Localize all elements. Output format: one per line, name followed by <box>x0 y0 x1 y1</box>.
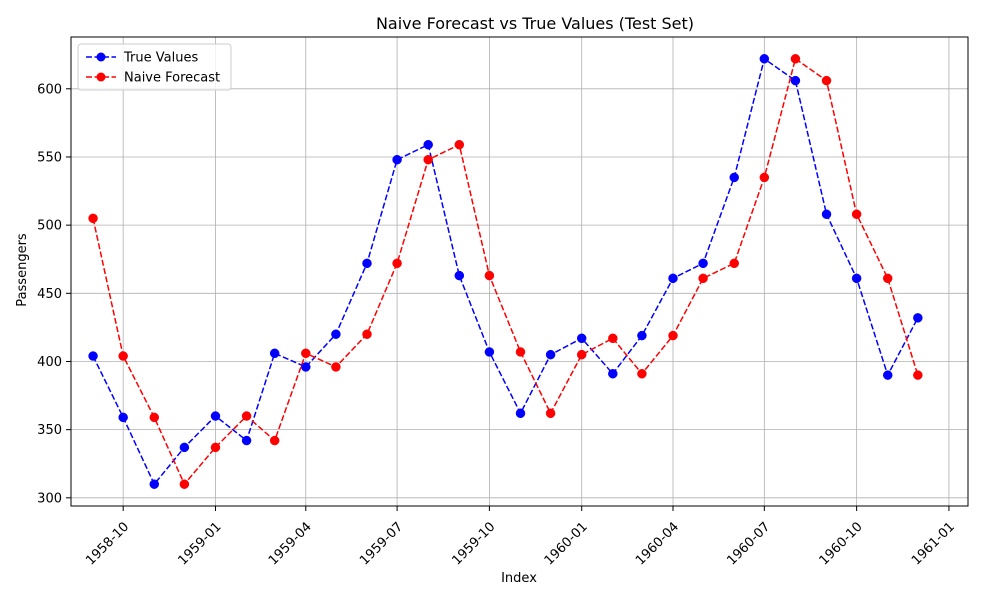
series-0 <box>88 54 923 489</box>
data-point <box>118 412 128 423</box>
data-point <box>913 313 923 323</box>
legend-item: True Values <box>86 51 198 66</box>
data-point <box>882 370 893 380</box>
data-point <box>545 408 556 419</box>
data-point <box>454 270 465 281</box>
data-point <box>88 213 98 224</box>
data-point <box>637 369 647 379</box>
series-layer <box>88 54 923 489</box>
legend: True Values Naive Forecast <box>77 43 232 91</box>
series-line <box>92 57 919 486</box>
legend-label: True Values <box>123 51 198 66</box>
data-point <box>269 348 280 359</box>
data-point <box>149 412 160 423</box>
y-tick-label: 350 <box>37 423 62 438</box>
data-point <box>637 330 647 341</box>
data-point <box>210 411 221 421</box>
data-point <box>608 333 618 344</box>
legend-marker <box>96 52 106 62</box>
data-point <box>301 348 311 359</box>
data-point <box>210 442 221 453</box>
data-point <box>423 139 433 150</box>
plot-frame <box>70 36 969 507</box>
data-point <box>118 351 128 361</box>
data-point <box>362 329 372 339</box>
y-tick-label: 600 <box>37 82 62 97</box>
data-point <box>484 270 495 281</box>
data-point <box>392 154 402 165</box>
grid <box>71 37 968 506</box>
data-point <box>515 347 526 357</box>
data-point <box>668 330 678 341</box>
data-point <box>729 258 739 269</box>
data-point <box>545 349 556 360</box>
data-point <box>668 273 678 284</box>
data-point <box>821 209 832 219</box>
y-tick-label: 550 <box>37 150 62 165</box>
data-point <box>331 329 341 339</box>
legend-label: Naive Forecast <box>124 71 220 86</box>
data-point <box>179 442 190 453</box>
data-point <box>241 435 252 446</box>
data-point <box>851 273 862 284</box>
data-point <box>301 362 311 372</box>
data-point <box>331 362 341 372</box>
data-point <box>392 258 402 269</box>
data-point <box>759 54 770 64</box>
data-point <box>241 411 252 421</box>
data-point <box>269 435 280 446</box>
y-axis-title: Passengers <box>15 233 30 307</box>
y-axis: 300 350 400 450 500 550 600 <box>37 82 71 506</box>
series-1 <box>88 54 923 489</box>
y-tick-label: 450 <box>37 287 62 302</box>
legend-marker <box>96 72 106 82</box>
data-point <box>698 258 708 269</box>
data-point <box>179 479 190 489</box>
data-point <box>851 209 862 219</box>
y-tick-label: 500 <box>37 219 62 234</box>
data-point <box>729 172 739 183</box>
data-point <box>882 273 893 284</box>
chart-title: Naive Forecast vs True Values (Test Set) <box>376 14 694 33</box>
data-point <box>88 351 98 361</box>
data-point <box>759 172 770 183</box>
legend-box <box>77 43 232 91</box>
legend-item: Naive Forecast <box>86 71 220 86</box>
data-point <box>698 273 708 284</box>
data-point <box>913 370 923 380</box>
data-point <box>821 75 832 86</box>
x-axis-title: Index <box>501 571 537 586</box>
data-point <box>454 139 465 150</box>
data-point <box>576 333 587 344</box>
data-point <box>790 54 801 64</box>
series-line <box>92 57 919 486</box>
data-point <box>576 349 587 360</box>
data-point <box>608 369 618 379</box>
data-point <box>149 479 160 489</box>
data-point <box>423 154 433 165</box>
y-tick-label: 300 <box>37 491 62 506</box>
y-tick-label: 400 <box>37 355 62 370</box>
data-point <box>790 75 801 86</box>
data-point <box>484 347 495 357</box>
data-point <box>515 408 526 419</box>
data-point <box>362 258 372 269</box>
